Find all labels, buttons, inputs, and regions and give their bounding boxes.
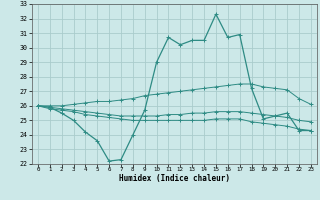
X-axis label: Humidex (Indice chaleur): Humidex (Indice chaleur) bbox=[119, 174, 230, 183]
